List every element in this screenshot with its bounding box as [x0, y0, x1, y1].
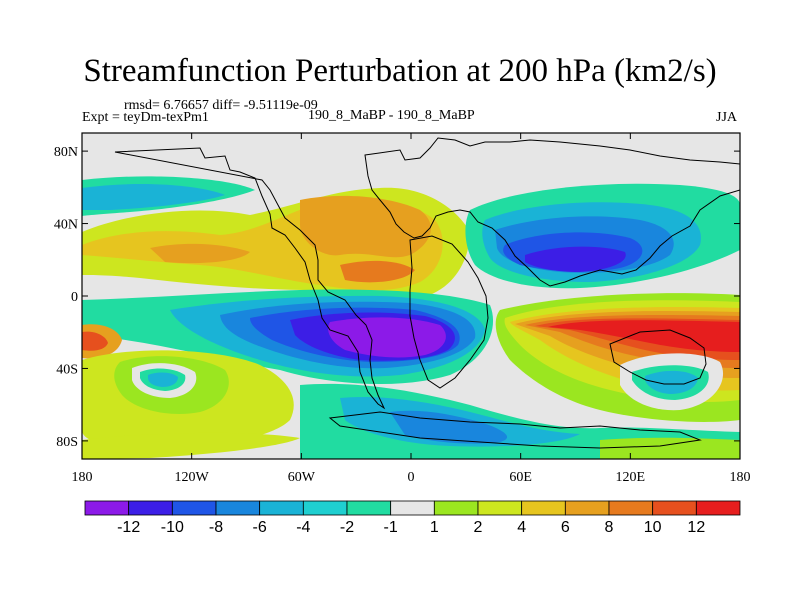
colorbar-label: -12: [117, 519, 140, 536]
x-tick-label: 60E: [509, 470, 532, 485]
colorbar-label: 10: [644, 519, 662, 536]
x-tick-label: 180: [72, 470, 93, 485]
colorbar-label: -1: [384, 519, 398, 536]
colorbar-label: -8: [209, 519, 223, 536]
colorbar-swatch: [564, 500, 610, 516]
continent-outlines: [114, 137, 740, 449]
colorbar-swatch: [477, 500, 523, 516]
colorbar-swatch: [346, 500, 392, 516]
y-tick-label: 80N: [54, 145, 78, 160]
colorbar-label: 12: [687, 519, 705, 536]
season-label: JJA: [716, 110, 738, 125]
colorbar-label: 1: [430, 519, 439, 536]
y-tick-label: 40S: [56, 362, 78, 377]
colorbar-label: -6: [253, 519, 267, 536]
colorbar-swatch: [84, 500, 130, 516]
colorbar-swatch: [695, 500, 741, 516]
colorbar-swatch: [652, 500, 697, 516]
y-tick-label: 0: [71, 290, 78, 305]
contour-field: [82, 133, 740, 459]
x-tick-label: 60W: [288, 470, 316, 485]
chart-title: Streamfunction Perturbation at 200 hPa (…: [83, 53, 717, 89]
colorbar-swatch: [608, 500, 654, 516]
colorbar-label: -2: [340, 519, 354, 536]
y-tick-label: 40N: [54, 218, 78, 233]
colorbar-label: 4: [517, 519, 526, 536]
x-tick-label: 180: [730, 470, 751, 485]
axis-ticks: 180 120W 60W 0 60E 120E 180 80N 40N 0 40S 80S: [54, 133, 751, 485]
colorbar-swatch: [171, 500, 217, 516]
colorbar-swatch: [433, 500, 479, 516]
x-tick-label: 0: [408, 470, 415, 485]
x-tick-label: 120W: [175, 470, 210, 485]
stats-text: rmsd= 6.76657 diff= -9.51119e-09: [124, 98, 318, 113]
experiment-label: Expt = teyDm-texPm1: [82, 110, 209, 125]
colorbar-swatch: [521, 500, 566, 516]
colorbar-label: 8: [605, 519, 614, 536]
colorbar-swatch: [128, 500, 173, 516]
y-tick-label: 80S: [56, 435, 78, 450]
colorbar-label: -4: [296, 519, 310, 536]
colorbar-label: 6: [561, 519, 570, 536]
x-tick-label: 120E: [616, 470, 646, 485]
comparison-label: 190_8_MaBP - 190_8_MaBP: [308, 108, 475, 123]
colorbar-swatch: [390, 500, 435, 516]
colorbar: -12 -10 -8 -6 -4 -2 -1 1 2 4 6 8 10 12: [84, 500, 741, 536]
colorbar-swatch: [259, 500, 304, 516]
colorbar-label: 2: [474, 519, 483, 536]
colorbar-swatch: [302, 500, 348, 516]
colorbar-swatch: [215, 500, 261, 516]
colorbar-label: -10: [161, 519, 184, 536]
